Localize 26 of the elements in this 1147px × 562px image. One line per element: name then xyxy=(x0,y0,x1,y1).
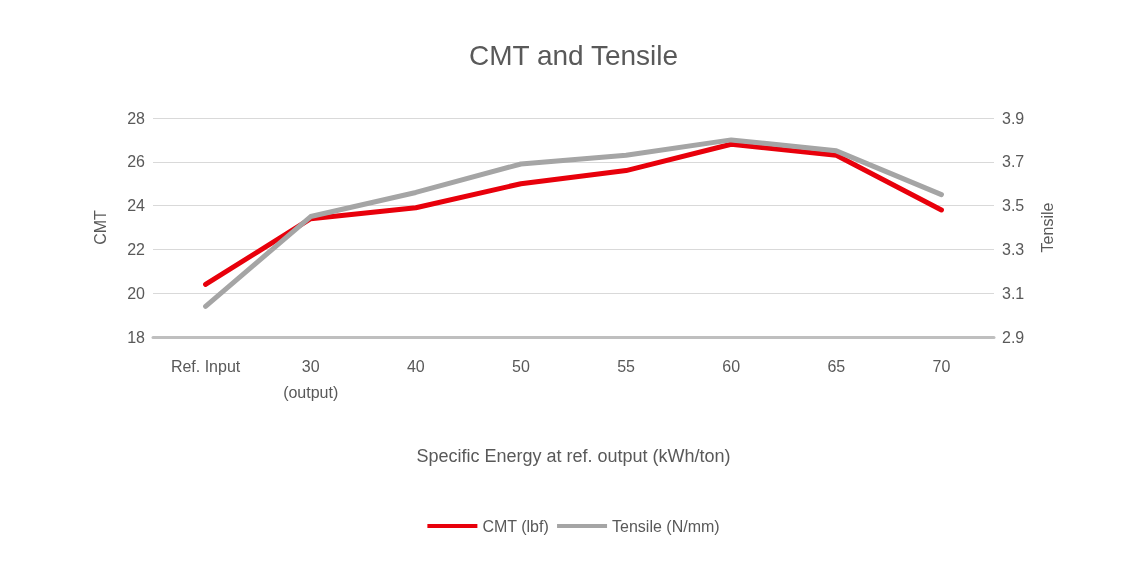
y2-tick-label: 3.7 xyxy=(1002,153,1025,171)
legend-label: Tensile (N/mm) xyxy=(612,517,720,535)
y2-axis-title: Tensile xyxy=(1038,202,1056,253)
y2-tick-label: 3.9 xyxy=(1002,109,1025,127)
x-tick-label: 30 (output) xyxy=(283,357,339,401)
x-tick-label: Ref. Input xyxy=(170,357,241,375)
legend-label: CMT (lbf) xyxy=(482,517,549,535)
y-tick-label: 28 xyxy=(127,109,146,127)
chart-title: CMT and Tensile xyxy=(468,39,679,71)
y-tick-label: 22 xyxy=(127,240,146,258)
y-tick-label: 26 xyxy=(127,153,146,171)
x-tick-label: 55 xyxy=(617,357,636,375)
x-tick-label: 60 xyxy=(722,357,741,375)
x-tick-label: 70 xyxy=(932,357,951,375)
y2-tick-label: 3.5 xyxy=(1002,197,1025,215)
x-tick-label: 50 xyxy=(512,357,530,375)
y-axis-title: CMT xyxy=(91,209,109,245)
y2-tick-label: 2.9 xyxy=(1002,328,1025,346)
y-tick-label: 20 xyxy=(127,284,146,302)
y2-tick-label: 3.3 xyxy=(1002,240,1025,258)
y-tick-label: 18 xyxy=(127,328,146,346)
x-tick-label: 40 xyxy=(406,357,425,375)
x-axis-title: Specific Energy at ref. output (kWh/ton) xyxy=(416,446,731,466)
x-tick-label: 65 xyxy=(827,357,846,375)
y-tick-label: 24 xyxy=(127,197,146,215)
y2-tick-label: 3.1 xyxy=(1002,284,1025,302)
